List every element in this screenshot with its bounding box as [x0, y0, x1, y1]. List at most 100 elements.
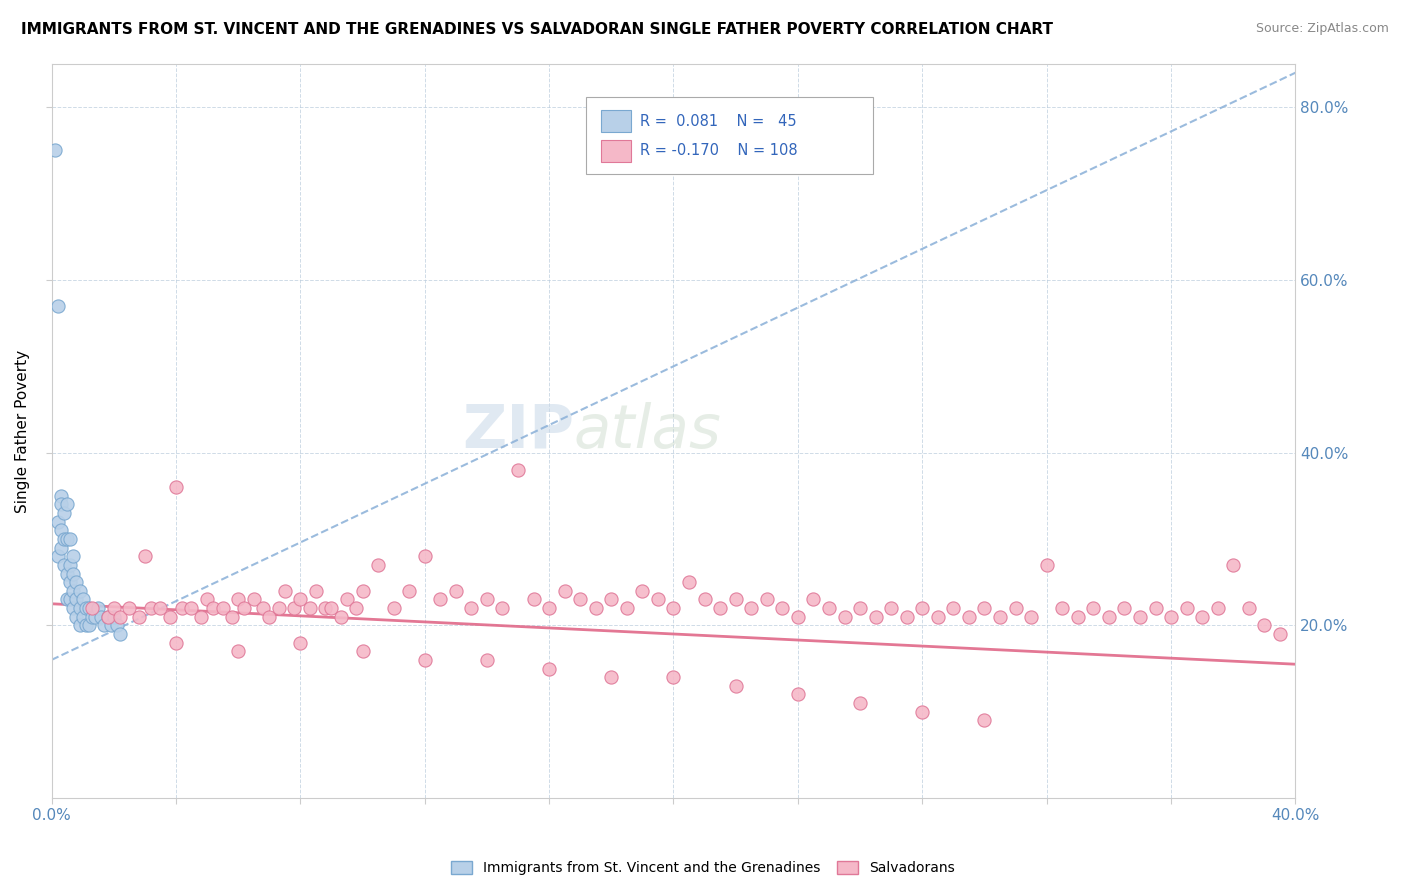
- Point: [165, 635, 187, 649]
- Point: [77, 601, 100, 615]
- Text: R = -0.170    N = 108: R = -0.170 N = 108: [640, 144, 797, 158]
- Point: [803, 592, 825, 607]
- Point: [429, 592, 451, 607]
- Point: [1222, 558, 1244, 572]
- Point: [118, 601, 141, 615]
- Point: [647, 592, 669, 607]
- Point: [49, 489, 72, 503]
- Text: R =  0.081    N =   45: R = 0.081 N = 45: [640, 114, 797, 128]
- Point: [96, 609, 118, 624]
- Point: [336, 592, 359, 607]
- Point: [475, 653, 498, 667]
- Point: [267, 601, 290, 615]
- Point: [770, 601, 793, 615]
- Point: [139, 601, 162, 615]
- Text: atlas: atlas: [574, 401, 721, 460]
- Point: [202, 601, 225, 615]
- Point: [662, 670, 685, 684]
- Point: [1191, 609, 1213, 624]
- Point: [84, 609, 107, 624]
- Point: [69, 601, 91, 615]
- Point: [80, 609, 103, 624]
- Point: [460, 601, 482, 615]
- Point: [1206, 601, 1229, 615]
- Point: [180, 601, 202, 615]
- Point: [46, 299, 69, 313]
- Point: [786, 609, 808, 624]
- Point: [475, 592, 498, 607]
- Point: [62, 549, 84, 564]
- Point: [631, 583, 654, 598]
- Point: [128, 609, 150, 624]
- Point: [108, 627, 131, 641]
- Point: [298, 601, 321, 615]
- Point: [1237, 601, 1260, 615]
- Point: [62, 601, 84, 615]
- Point: [413, 549, 436, 564]
- Point: [585, 601, 607, 615]
- Point: [693, 592, 716, 607]
- Point: [65, 609, 87, 624]
- Point: [52, 558, 75, 572]
- Point: [1114, 601, 1136, 615]
- Point: [314, 601, 336, 615]
- Point: [724, 592, 747, 607]
- Point: [413, 653, 436, 667]
- Point: [105, 618, 128, 632]
- Point: [69, 618, 91, 632]
- Point: [80, 601, 103, 615]
- Text: Source: ZipAtlas.com: Source: ZipAtlas.com: [1256, 22, 1389, 36]
- Point: [896, 609, 918, 624]
- Point: [506, 463, 529, 477]
- FancyBboxPatch shape: [602, 111, 631, 132]
- Point: [724, 679, 747, 693]
- Point: [96, 609, 118, 624]
- Point: [600, 670, 623, 684]
- Point: [75, 618, 97, 632]
- Point: [49, 524, 72, 538]
- Point: [662, 601, 685, 615]
- Point: [59, 532, 82, 546]
- Point: [56, 532, 79, 546]
- Point: [190, 609, 212, 624]
- Point: [957, 609, 980, 624]
- Point: [367, 558, 389, 572]
- Point: [398, 583, 420, 598]
- Point: [290, 635, 312, 649]
- Point: [942, 601, 965, 615]
- Point: [103, 609, 125, 624]
- Point: [786, 688, 808, 702]
- Point: [90, 609, 112, 624]
- Point: [740, 601, 762, 615]
- Point: [62, 583, 84, 598]
- Point: [818, 601, 841, 615]
- Point: [108, 609, 131, 624]
- Point: [242, 592, 264, 607]
- Point: [59, 558, 82, 572]
- Point: [444, 583, 467, 598]
- Text: ZIP: ZIP: [463, 401, 574, 460]
- Point: [252, 601, 274, 615]
- Point: [1067, 609, 1090, 624]
- Point: [554, 583, 576, 598]
- Point: [1019, 609, 1042, 624]
- Point: [491, 601, 513, 615]
- Point: [678, 575, 700, 590]
- Point: [72, 609, 94, 624]
- Point: [927, 609, 949, 624]
- Point: [911, 601, 934, 615]
- Point: [56, 592, 79, 607]
- Point: [49, 541, 72, 555]
- Point: [283, 601, 305, 615]
- Point: [755, 592, 778, 607]
- Point: [1098, 609, 1121, 624]
- Point: [149, 601, 172, 615]
- Point: [221, 609, 243, 624]
- Point: [973, 601, 995, 615]
- Point: [973, 714, 995, 728]
- Point: [352, 644, 374, 658]
- Point: [616, 601, 638, 615]
- Point: [103, 601, 125, 615]
- Point: [1004, 601, 1026, 615]
- Point: [329, 609, 352, 624]
